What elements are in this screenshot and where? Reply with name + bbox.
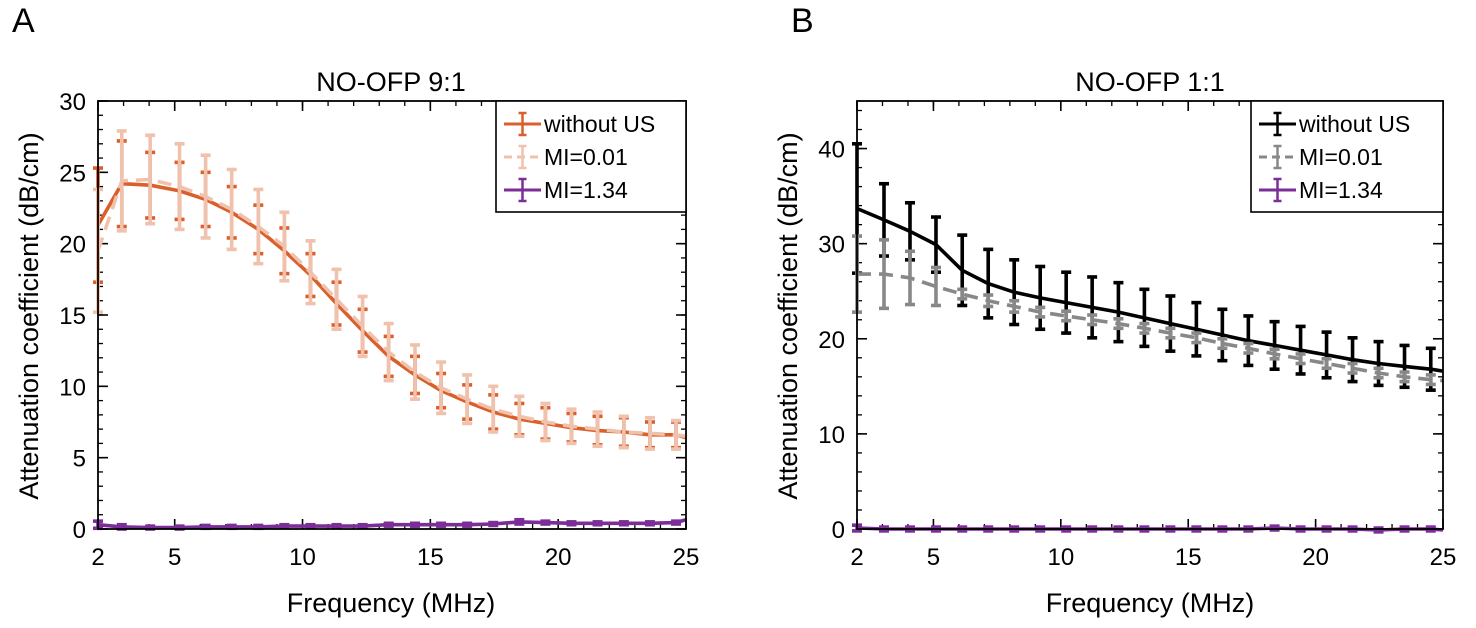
legend: without US MI=0.01 MI=1.34: [495, 100, 687, 213]
series-line: [857, 272, 1444, 383]
panel-a: A NO-OFP 9:1 Attenuation coefficient (dB…: [12, 2, 699, 618]
x-axis-label: Frequency (MHz): [287, 588, 496, 618]
x-tick-label: 25: [1430, 544, 1457, 571]
y-tick-label: 0: [73, 517, 86, 544]
y-tick-label: 30: [818, 232, 845, 259]
x-tick-label: 2: [91, 544, 104, 571]
axes-box: [97, 100, 687, 530]
x-tick-label: 15: [417, 544, 444, 571]
series-line: [97, 517, 687, 530]
y-axis-label: Attenuation coefficient (dB/cm): [14, 132, 44, 499]
panel-b: B NO-OFP 1:1 Attenuation coefficient (dB…: [773, 2, 1456, 618]
y-tick-label: 25: [59, 160, 86, 187]
legend-label: without US: [543, 111, 655, 137]
x-tick-label: 20: [1302, 544, 1329, 571]
y-tick-label: 40: [818, 137, 845, 164]
series-line: [856, 206, 1444, 373]
x-tick-label: 10: [1047, 544, 1074, 571]
y-tick-label: 15: [59, 303, 86, 330]
legend-label: MI=0.01: [1299, 144, 1383, 170]
panel-label: A: [12, 2, 35, 40]
series-line: [96, 177, 687, 439]
legend-label: without US: [1298, 111, 1410, 137]
x-tick-label: 5: [927, 544, 940, 571]
legend-label: MI=1.34: [1299, 177, 1383, 203]
y-tick-label: 20: [818, 327, 845, 354]
axes-box: [856, 100, 1444, 530]
x-tick-label: 15: [1175, 544, 1202, 571]
legend: without US MI=0.01 MI=1.34: [1250, 100, 1444, 213]
y-tick-label: 10: [59, 374, 86, 401]
chart-title: NO-OFP 1:1: [1075, 67, 1225, 97]
series-line: [96, 181, 687, 440]
y-tick-label: 20: [59, 232, 86, 259]
x-tick-label: 10: [289, 544, 316, 571]
y-tick-label: 30: [59, 89, 86, 116]
legend-label: MI=1.34: [544, 177, 628, 203]
legend-box: [495, 100, 687, 213]
y-tick-label: 5: [73, 446, 86, 473]
y-axis-label: Attenuation coefficient (dB/cm): [773, 132, 803, 499]
legend-box: [1250, 100, 1444, 213]
y-tick-label: 0: [832, 517, 845, 544]
x-tick-label: 2: [850, 544, 863, 571]
x-axis-label: Frequency (MHz): [1046, 588, 1255, 618]
panel-label: B: [791, 2, 814, 40]
legend-label: MI=0.01: [544, 144, 628, 170]
x-tick-label: 20: [545, 544, 572, 571]
chart-title: NO-OFP 9:1: [316, 67, 466, 97]
y-tick-label: 10: [818, 422, 845, 449]
x-tick-label: 5: [168, 544, 181, 571]
x-tick-label: 25: [673, 544, 700, 571]
